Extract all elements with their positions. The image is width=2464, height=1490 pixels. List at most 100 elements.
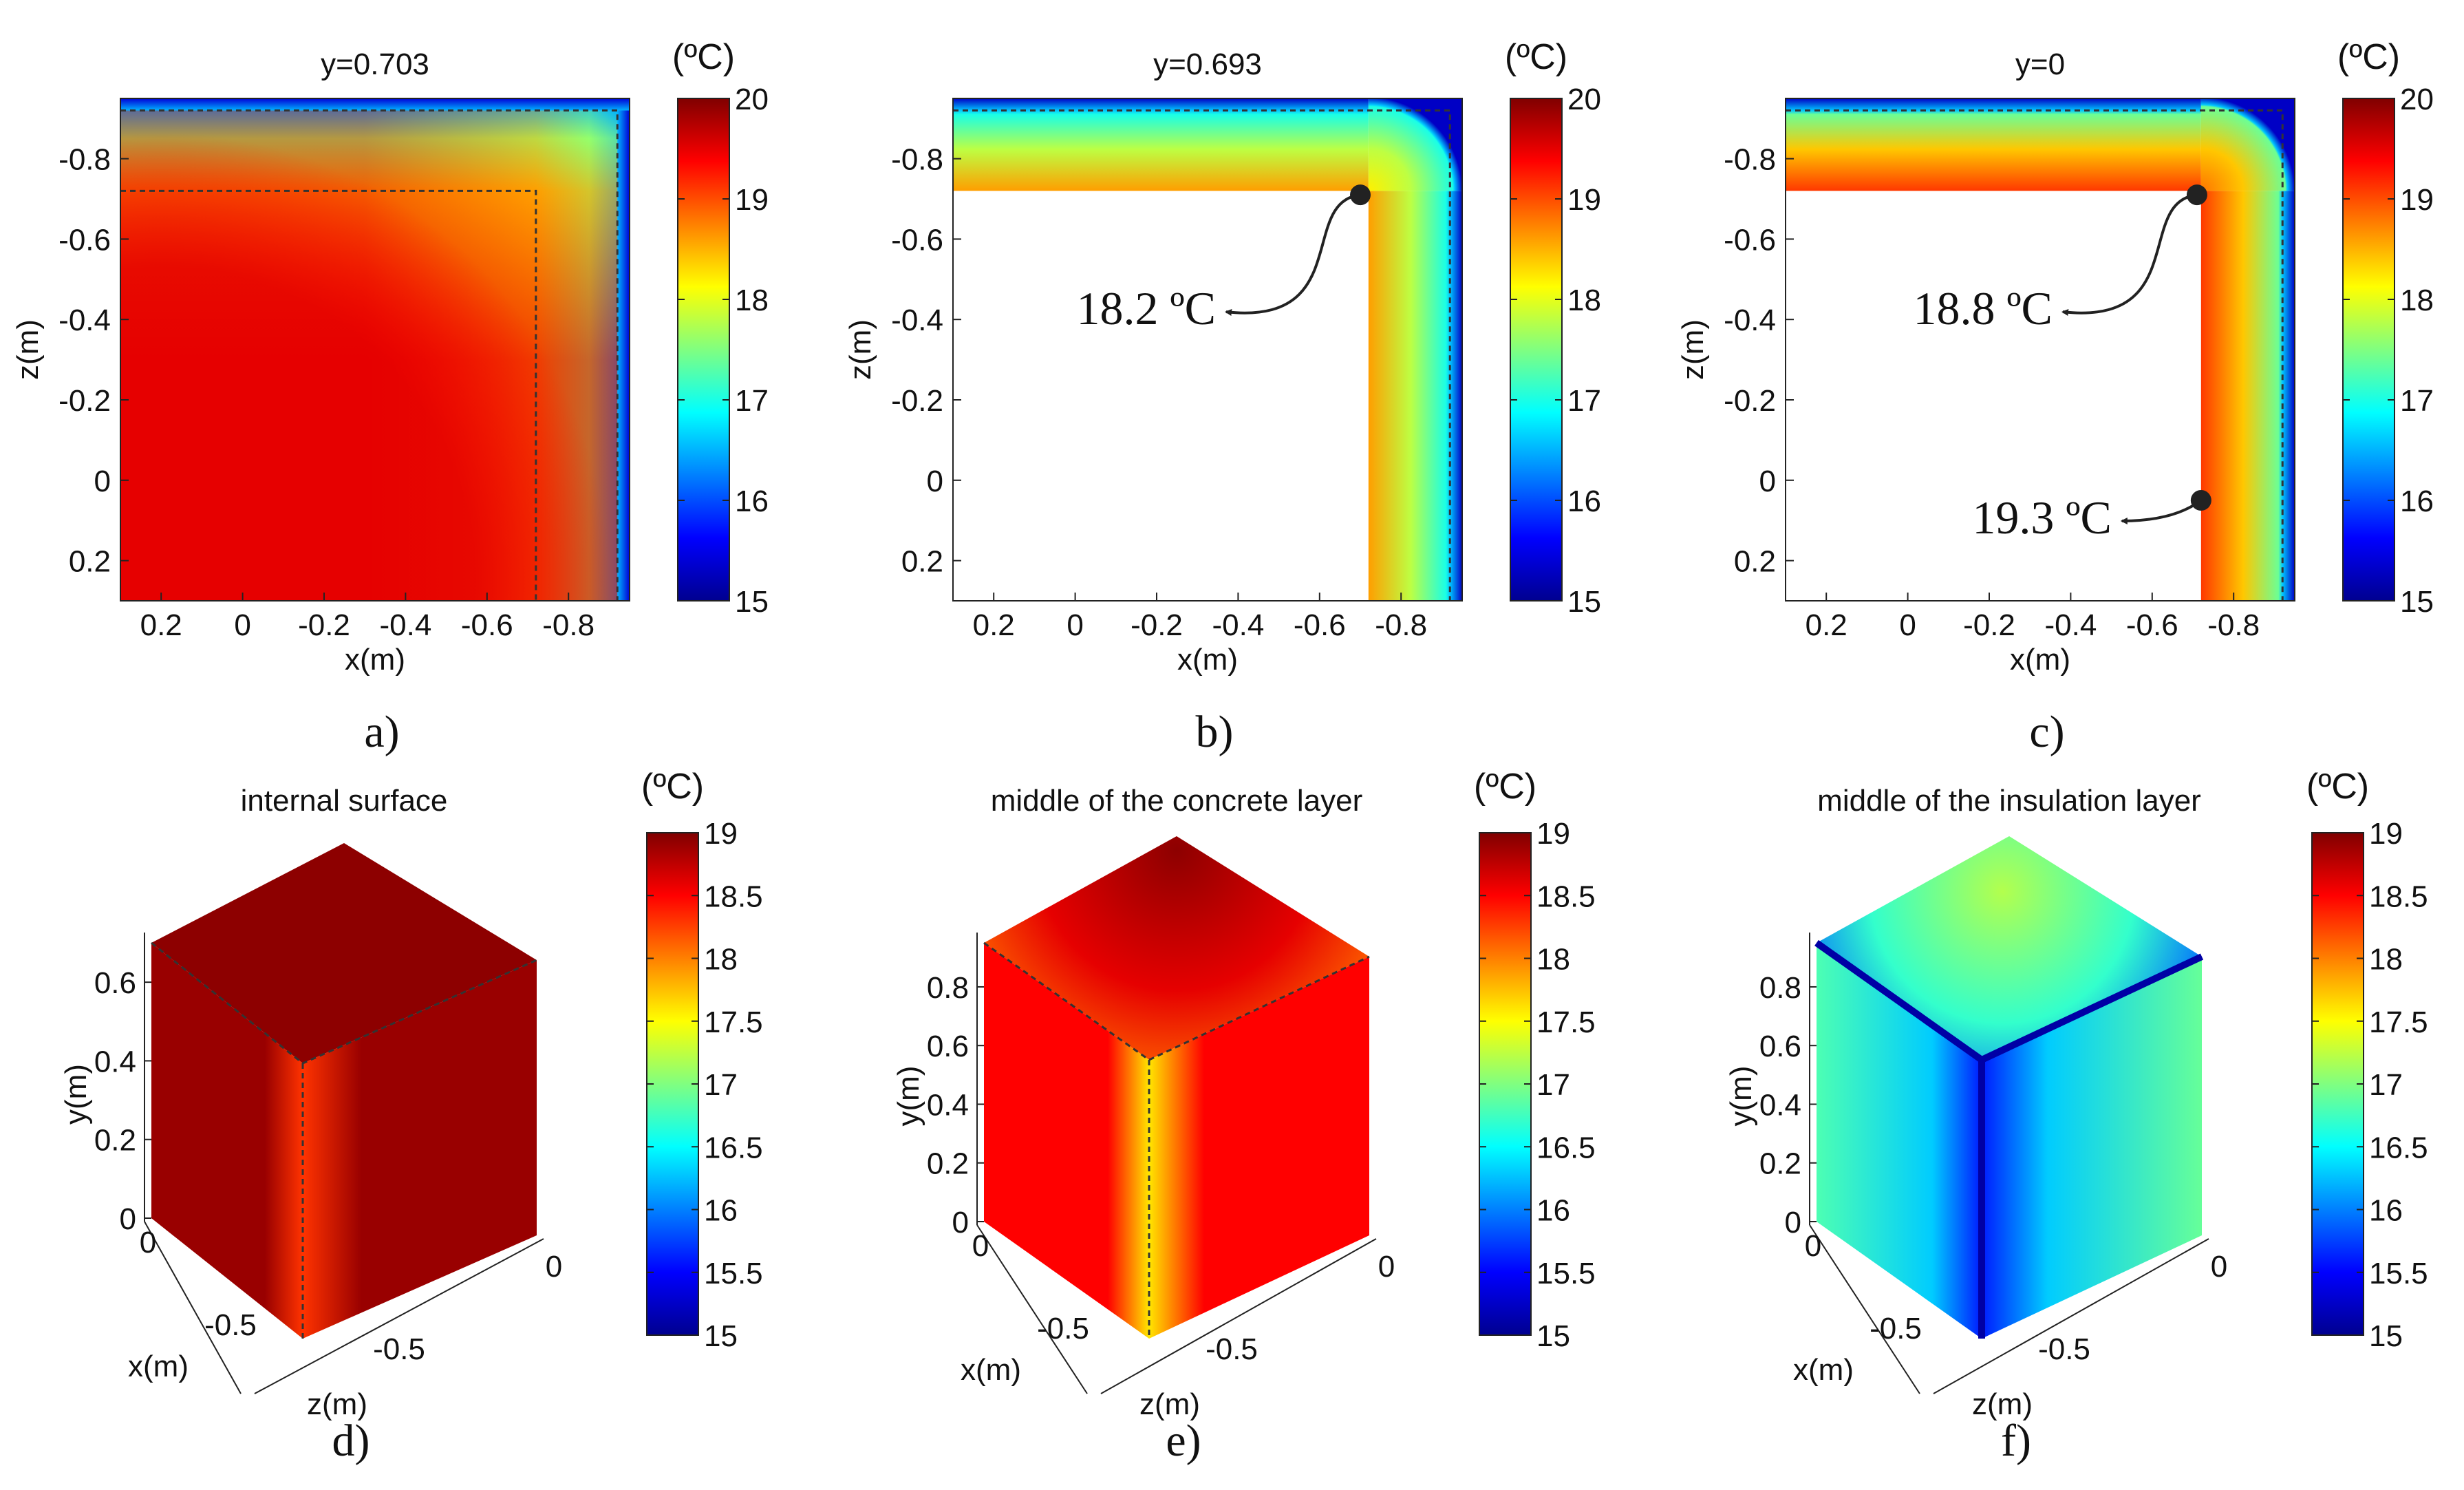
colorbar-tick-label: 18.5 xyxy=(2369,880,2428,913)
x-axis-label: x(m) xyxy=(1177,643,1238,677)
panel-label: f) xyxy=(2001,1416,2031,1466)
colorbar-unit: (ºC) xyxy=(2337,37,2400,77)
colorbar-tick-label: 15 xyxy=(2369,1319,2403,1353)
colorbar-tick-label: 16 xyxy=(2400,485,2434,518)
annotation-label: 19.3 ºC xyxy=(1972,491,2111,544)
colorbar-tick-label: 18 xyxy=(1567,284,1601,317)
cube-right-face xyxy=(303,960,537,1339)
x-tick-label: -0.4 xyxy=(2044,608,2097,642)
y-axis-label: z(m) xyxy=(1676,319,1710,380)
colorbar-tick-label: 15.5 xyxy=(2369,1257,2428,1290)
outer-strip xyxy=(120,98,630,111)
colorbar-tick-label: 18.5 xyxy=(1536,880,1596,913)
colorbar-tick-label: 17 xyxy=(1567,384,1601,418)
colorbar-gradient xyxy=(2342,98,2395,602)
z-axis-label: z(m) xyxy=(1139,1387,1200,1421)
wall-corner xyxy=(2200,98,2295,191)
x-tick-label: -0.6 xyxy=(2126,608,2178,642)
x-axis-line xyxy=(1809,1224,1920,1394)
annotation-arrow xyxy=(1225,193,1361,316)
colorbar-tick-label: 16 xyxy=(2369,1194,2403,1228)
annotation-marker xyxy=(1350,184,1371,206)
colorbar-tick-label: 20 xyxy=(735,83,769,116)
y-tick-label: -0.8 xyxy=(1724,143,1776,177)
colorbar-tick-label: 18 xyxy=(1536,943,1570,977)
y-tick-label: 0.4 xyxy=(94,1045,136,1078)
colorbar-unit: (ºC) xyxy=(641,767,704,807)
z-axis-line xyxy=(1100,1238,1377,1394)
y-tick-label: 0 xyxy=(94,465,111,498)
y-tick-label: 0 xyxy=(1759,465,1776,498)
field-core xyxy=(120,98,630,601)
y-tick-label: 0.2 xyxy=(927,1147,969,1181)
x-tick-label: -0.6 xyxy=(1294,608,1346,642)
cube-left-face xyxy=(984,943,1149,1339)
y-tick-label: 0.8 xyxy=(1759,971,1801,1005)
z-tick-label: -0.5 xyxy=(2038,1332,2090,1366)
colorbar-tick-label: 15 xyxy=(2400,585,2434,619)
x-tick-label: 0.2 xyxy=(140,608,182,642)
colorbar-tick-label: 16 xyxy=(704,1194,738,1228)
panel-title: middle of the insulation layer xyxy=(1817,784,2201,818)
y-tick-label: 0.4 xyxy=(1759,1088,1801,1122)
cube-top-face xyxy=(984,836,1369,1060)
y-tick-label: 0.2 xyxy=(69,545,111,579)
z-axis-label: z(m) xyxy=(1972,1387,2033,1421)
panel-e: 00.20.40.60.8y(m)0-0.5x(m)0-0.5z(m)middl… xyxy=(892,784,1395,1466)
z-axis-label: z(m) xyxy=(307,1387,367,1421)
x-axis-label: x(m) xyxy=(961,1353,1021,1387)
x-axis-line xyxy=(976,1224,1088,1394)
x-tick-label: 0 xyxy=(972,1229,989,1263)
z-tick-label: -0.5 xyxy=(373,1332,425,1366)
colorbar-unit: (ºC) xyxy=(1474,767,1536,807)
x-axis-label: x(m) xyxy=(1793,1353,1854,1387)
y-tick-label: -0.6 xyxy=(58,223,111,257)
colorbar-tick-label: 19 xyxy=(2400,183,2434,217)
cube-right-face xyxy=(1982,957,2202,1339)
x-tick-label: 0 xyxy=(234,608,250,642)
colorbar-b: (ºC) 15 16 17 18 19 20 xyxy=(1505,37,1601,619)
panel-label: a) xyxy=(364,707,399,757)
colorbar-c: (ºC) 15 16 17 18 19 20 xyxy=(2337,37,2434,619)
colorbar-tick-label: 19 xyxy=(2369,817,2403,851)
colorbar-tick-label: 15.5 xyxy=(1536,1257,1596,1290)
colorbar-tick-label: 15 xyxy=(1536,1319,1570,1353)
y-axis-label: z(m) xyxy=(844,319,877,380)
colorbar-tick-label: 18.5 xyxy=(704,880,763,913)
x-tick-label: 0.2 xyxy=(973,608,1015,642)
y-axis-label: z(m) xyxy=(11,319,45,380)
x-axis-label: x(m) xyxy=(2010,643,2070,677)
colorbar-tick-label: 19 xyxy=(1536,817,1570,851)
y-tick-label: -0.8 xyxy=(58,143,111,177)
y-tick-label: 0.6 xyxy=(94,966,136,1000)
colorbar-tick-label: 15 xyxy=(1567,585,1601,619)
x-tick-label: -0.5 xyxy=(204,1308,257,1342)
x-tick-label: -0.2 xyxy=(1963,608,2015,642)
colorbar-tick-label: 15 xyxy=(704,1319,738,1353)
panel-label: c) xyxy=(2029,707,2064,757)
x-tick-label: 0 xyxy=(140,1226,156,1259)
x-tick-label: -0.8 xyxy=(1375,608,1427,642)
annotation-marker xyxy=(2190,490,2211,511)
z-axis-line xyxy=(1933,1238,2209,1394)
wall-corner xyxy=(1368,98,1462,191)
wall-top xyxy=(953,98,1369,191)
colorbar-tick-label: 16.5 xyxy=(2369,1131,2428,1164)
colorbar-tick-label: 17 xyxy=(735,384,769,418)
colorbar-tick-label: 18 xyxy=(2369,943,2403,977)
y-axis-label: y(m) xyxy=(892,1066,925,1127)
y-tick-label: -0.6 xyxy=(1724,223,1776,257)
y-tick-label: 0.8 xyxy=(927,971,969,1005)
y-tick-label: -0.6 xyxy=(891,223,943,257)
cube-left-face xyxy=(1817,943,1982,1339)
panel-title: y=0.693 xyxy=(1153,47,1262,81)
colorbar-tick-label: 20 xyxy=(2400,83,2434,116)
panel-label: b) xyxy=(1196,707,1234,757)
axes-frame xyxy=(952,98,1463,602)
y-tick-label: -0.4 xyxy=(1724,304,1776,337)
x-tick-label: -0.8 xyxy=(2207,608,2260,642)
panel-label: e) xyxy=(1166,1416,1201,1466)
z-tick-label: -0.5 xyxy=(1206,1332,1258,1366)
y-tick-label: 0 xyxy=(1785,1206,1801,1239)
colorbar-gradient xyxy=(677,98,730,602)
